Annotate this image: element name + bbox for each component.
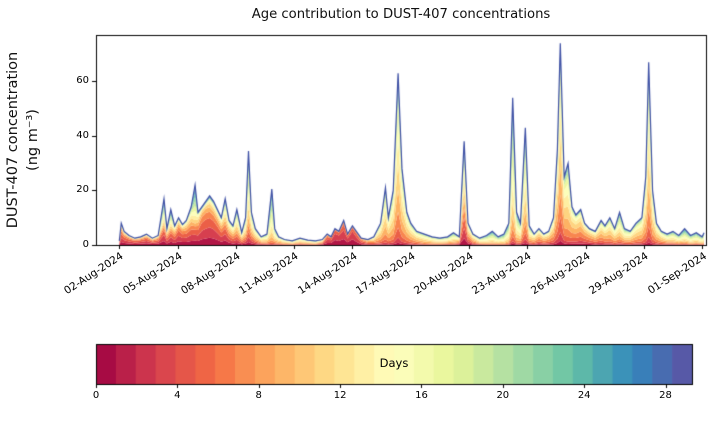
colorbar-tick-label: 4	[174, 390, 181, 401]
colorbar-tick-label: 0	[92, 390, 100, 401]
y-axis-label: DUST-407 concentration (ng m⁻³)	[3, 0, 45, 290]
colorbar-tick-label: 24	[577, 390, 591, 401]
colorbar-tick-label: 12	[333, 390, 347, 401]
chart-title: Age contribution to DUST-407 concentrati…	[251, 7, 551, 22]
y-axis-label-line2: (ng m⁻³)	[25, 109, 41, 171]
colorbar-label: Days	[379, 356, 409, 370]
y-tick-label: 60	[76, 75, 89, 87]
colorbar-tick-label: 20	[496, 390, 510, 401]
y-tick-label: 20	[76, 184, 89, 196]
colorbar-tick-label: 8	[255, 390, 262, 401]
colorbar-tick-label: 16	[415, 390, 428, 401]
y-tick-label: 0	[82, 239, 89, 250]
y-axis-label-line1: DUST-407 concentration	[5, 51, 21, 229]
y-tick-label: 40	[76, 129, 89, 141]
colorbar-tick-label: 28	[659, 390, 672, 401]
